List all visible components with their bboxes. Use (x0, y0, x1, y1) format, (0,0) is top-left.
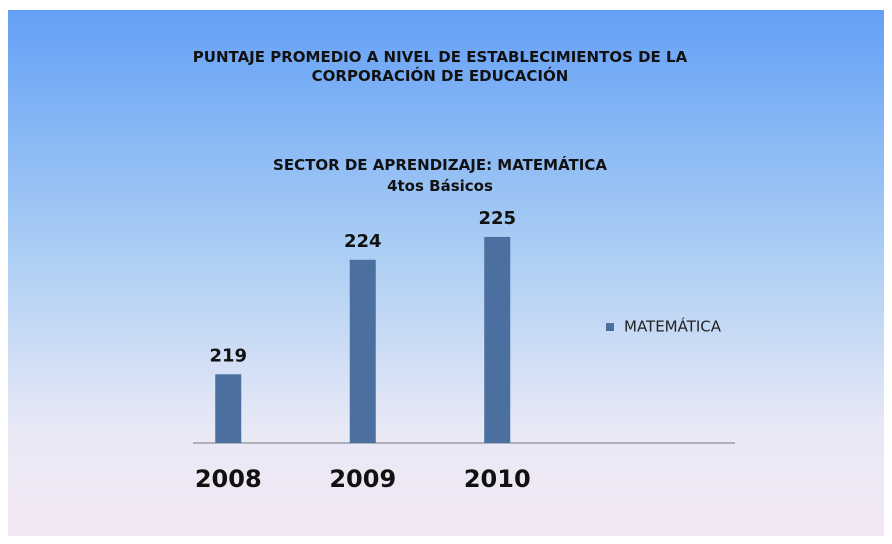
bar (215, 374, 242, 443)
chart-subtitle: 4tos Básicos (387, 177, 493, 195)
data-label: 219 (209, 345, 247, 366)
bar (484, 236, 511, 443)
x-tick-label: 2008 (195, 465, 262, 493)
x-tick-label: 2010 (464, 465, 531, 493)
chart-title: PUNTAJE PROMEDIO A NIVEL DE ESTABLECIMIE… (192, 48, 688, 85)
chart-background (8, 10, 884, 536)
data-label: 225 (478, 208, 516, 229)
x-tick-label: 2009 (329, 465, 396, 493)
legend-swatch (606, 323, 614, 331)
bar (349, 259, 376, 443)
chart-subtitle: SECTOR DE APRENDIZAJE: MATEMÁTICA (273, 156, 607, 174)
legend-label: MATEMÁTICA (624, 317, 722, 336)
data-label: 224 (344, 231, 382, 252)
